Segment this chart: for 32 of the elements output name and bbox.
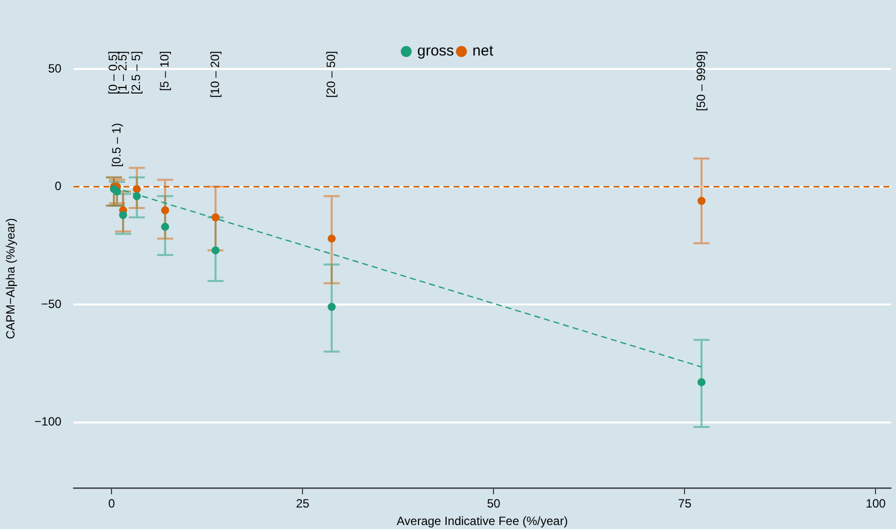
annotation: [10 – 20]	[208, 51, 222, 98]
point	[698, 196, 706, 205]
x-tick-label: 25	[296, 496, 310, 511]
annotation: [20 – 50]	[324, 51, 338, 98]
legend-label: gross	[417, 42, 454, 60]
point	[212, 246, 220, 254]
point	[132, 185, 141, 194]
y-tick-label: 50	[48, 61, 62, 76]
legend-label: net	[472, 42, 494, 60]
point	[328, 302, 336, 311]
y-axis-title: CAPM−Alpha (%/year)	[4, 218, 18, 340]
x-tick-label: 75	[678, 496, 692, 511]
point	[698, 378, 706, 386]
point	[212, 213, 220, 222]
y-tick-label: −100	[34, 414, 62, 429]
point	[161, 206, 170, 214]
point	[112, 187, 121, 196]
point	[161, 222, 170, 231]
x-tick-label: 100	[866, 496, 886, 511]
point	[119, 211, 128, 220]
annotation: [2.5 – 5]	[129, 51, 144, 94]
y-tick-label: 0	[54, 179, 62, 194]
annotation: [50 – 9999]	[694, 51, 708, 112]
x-tick-label: 50	[486, 496, 501, 511]
point	[132, 192, 141, 200]
y-tick-label: −50	[41, 296, 62, 311]
annotation: [0.5 – 1)	[109, 123, 124, 168]
x-tick-label: 0	[108, 496, 116, 511]
x-axis-title: Average Indicative Fee (%/year)	[396, 514, 568, 528]
annotation: [5 – 10]	[157, 51, 172, 92]
point	[328, 234, 336, 243]
annotation: [0 – 0.5]	[106, 51, 120, 94]
